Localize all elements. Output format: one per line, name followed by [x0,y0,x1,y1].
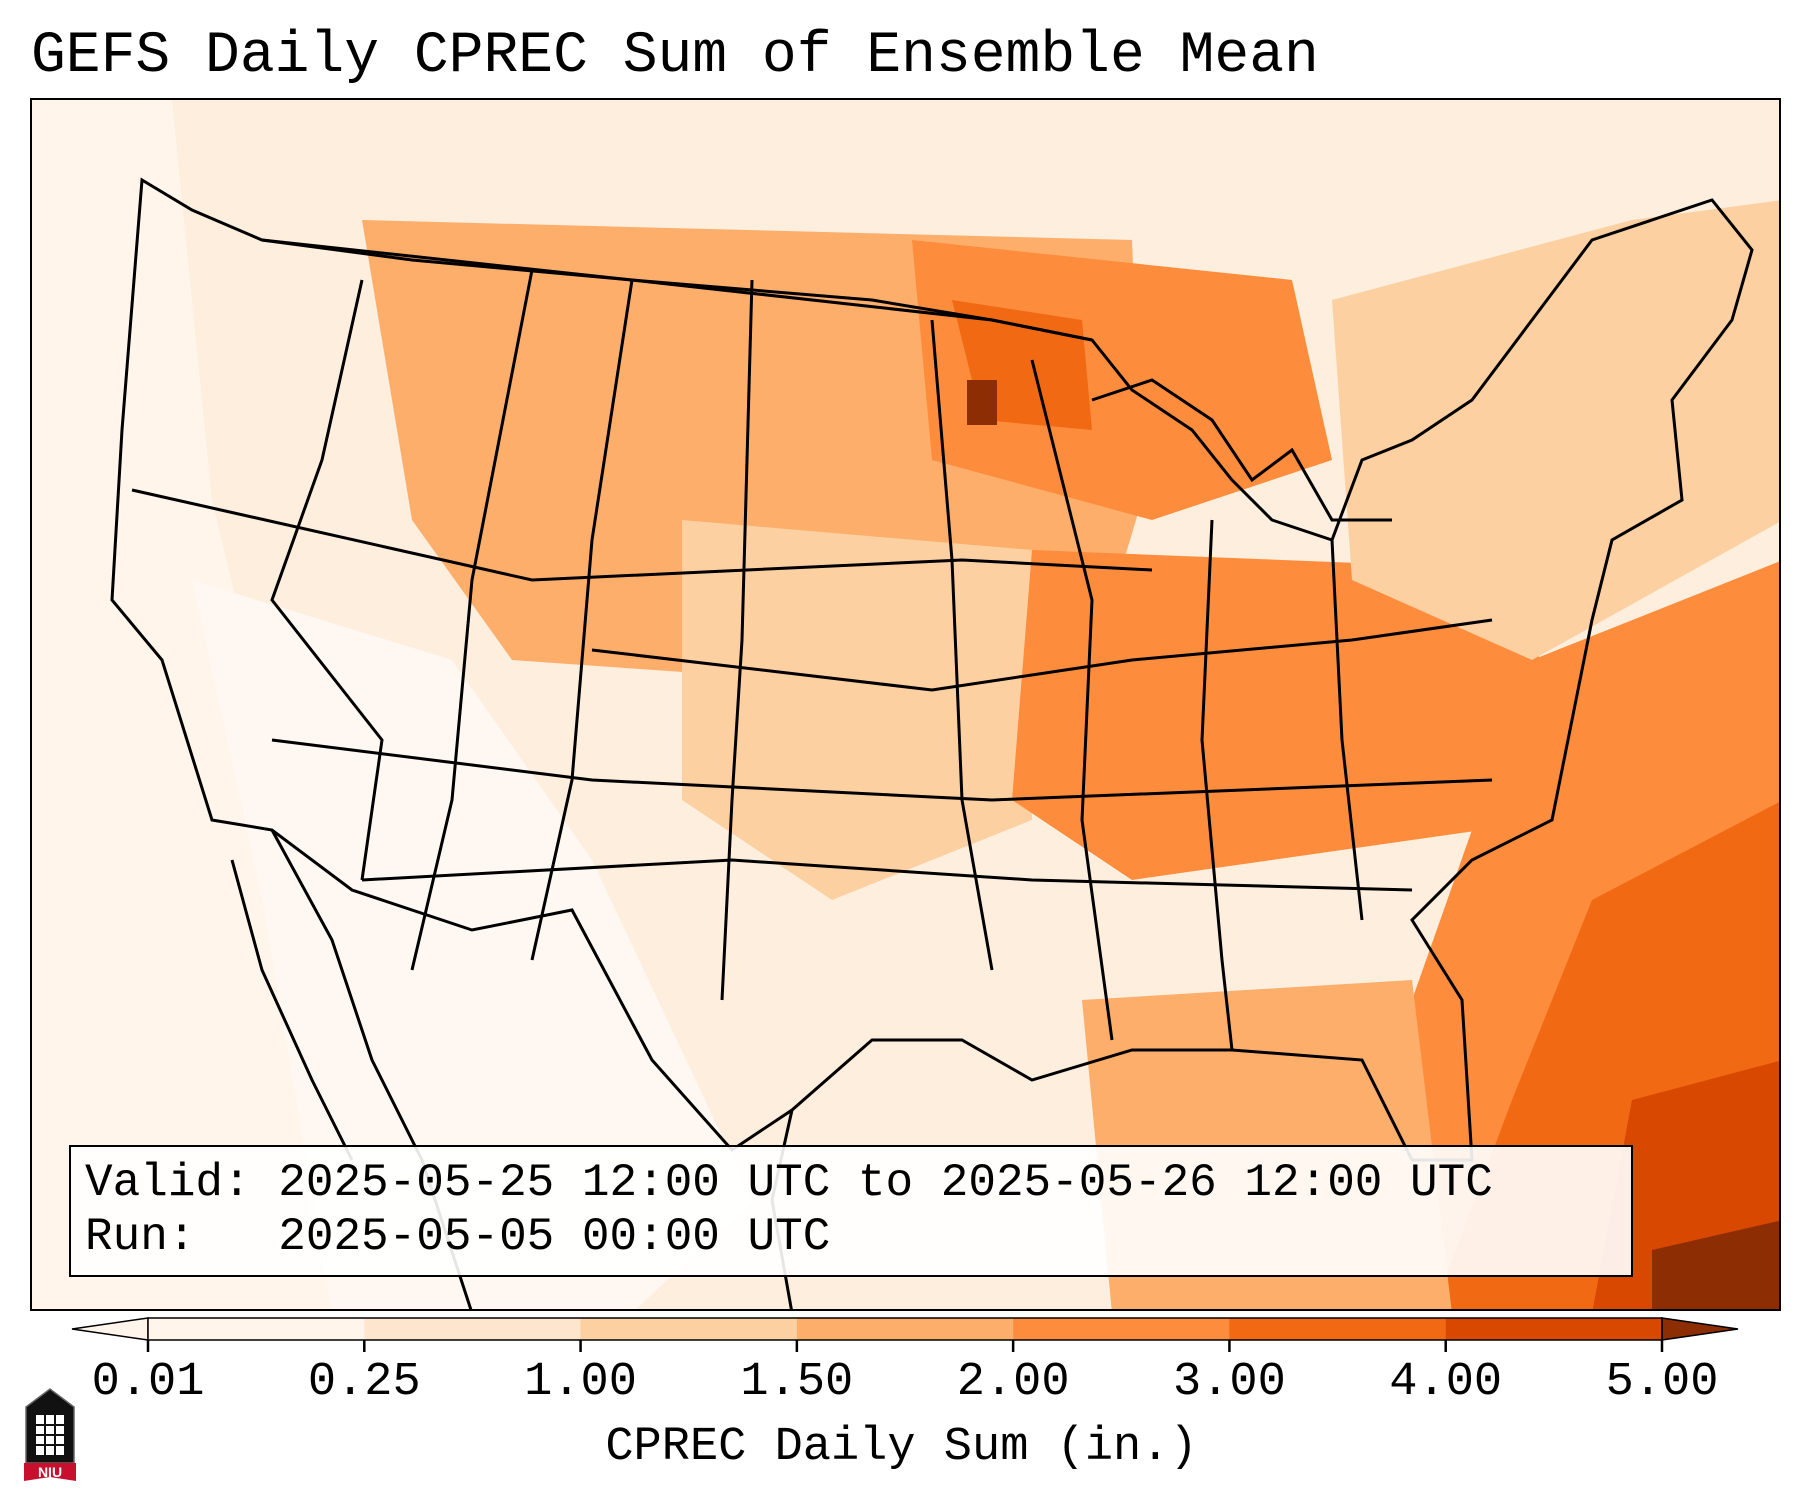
colorbar-tick-label: 4.00 [1389,1356,1503,1409]
colorbar-segment [364,1318,582,1340]
colorbar-segment [1445,1318,1663,1340]
border-west-1 [270,279,384,881]
canada-border [261,238,1093,342]
mn-max [967,380,997,425]
logo-banner [24,1463,76,1481]
colorbar-segment [148,1318,365,1340]
colorbar-label: CPREC Daily Sum (in.) [605,1421,1198,1474]
colorbar-segment [580,1318,798,1340]
border-central [1030,359,1114,1041]
colorbar-tick-label: 3.00 [1173,1356,1286,1409]
run-time-text: Run: 2025-05-05 00:00 UTC [85,1211,831,1263]
map-panel: Valid: 2025-05-25 12:00 UTC to 2025-05-2… [30,98,1781,1311]
niu-logo: NIU [24,1388,76,1481]
colorbar-extend-max [1661,1317,1739,1341]
colorbar-tick-label: 0.25 [307,1356,421,1409]
great-lakes [1091,378,1392,522]
mid-plains [682,520,1032,900]
colorbar-segment [796,1318,1014,1340]
valid-time-text: Valid: 2025-05-25 12:00 UTC to 2025-05-2… [85,1157,1493,1209]
border-plains-1 [720,279,754,1001]
colorbar-segment [1229,1318,1447,1340]
border-east-1 [1200,519,1234,1051]
border-h-1 [131,488,1153,582]
colorbar-tick-label: 1.00 [524,1356,637,1409]
caribbean-max [1652,1220,1779,1309]
colorbar [71,1317,1739,1352]
border-h-2 [271,738,1493,802]
valid-run-info-box: Valid: 2025-05-25 12:00 UTC to 2025-05-2… [69,1145,1633,1277]
border-east-2 [1330,539,1364,921]
border-plains-2 [930,319,994,971]
border-west-2 [410,269,534,971]
border-h-4 [591,618,1493,692]
ohio-valley [1012,550,1552,880]
colorbar-frame [147,1317,1663,1341]
colorbar-tick-label: 5.00 [1605,1356,1719,1409]
colorbar-segment [1013,1318,1230,1340]
precip-field [32,100,1779,1309]
colorbar-tick-label: 2.00 [956,1356,1070,1409]
baja [230,859,354,1161]
colorbar-tick-label: 1.50 [740,1356,854,1409]
border-h-3 [361,858,1413,892]
us-outline [110,177,1754,1162]
logo-text: NIU [38,1464,62,1480]
colorbar-tick-label: 0.01 [91,1356,205,1409]
state-borders [110,177,1754,1309]
northeast [1332,200,1779,660]
chart-title: GEFS Daily CPREC Sum of Ensemble Mean [31,24,1319,89]
colorbar-extend-min [71,1317,149,1341]
southwest-white [192,580,752,1309]
